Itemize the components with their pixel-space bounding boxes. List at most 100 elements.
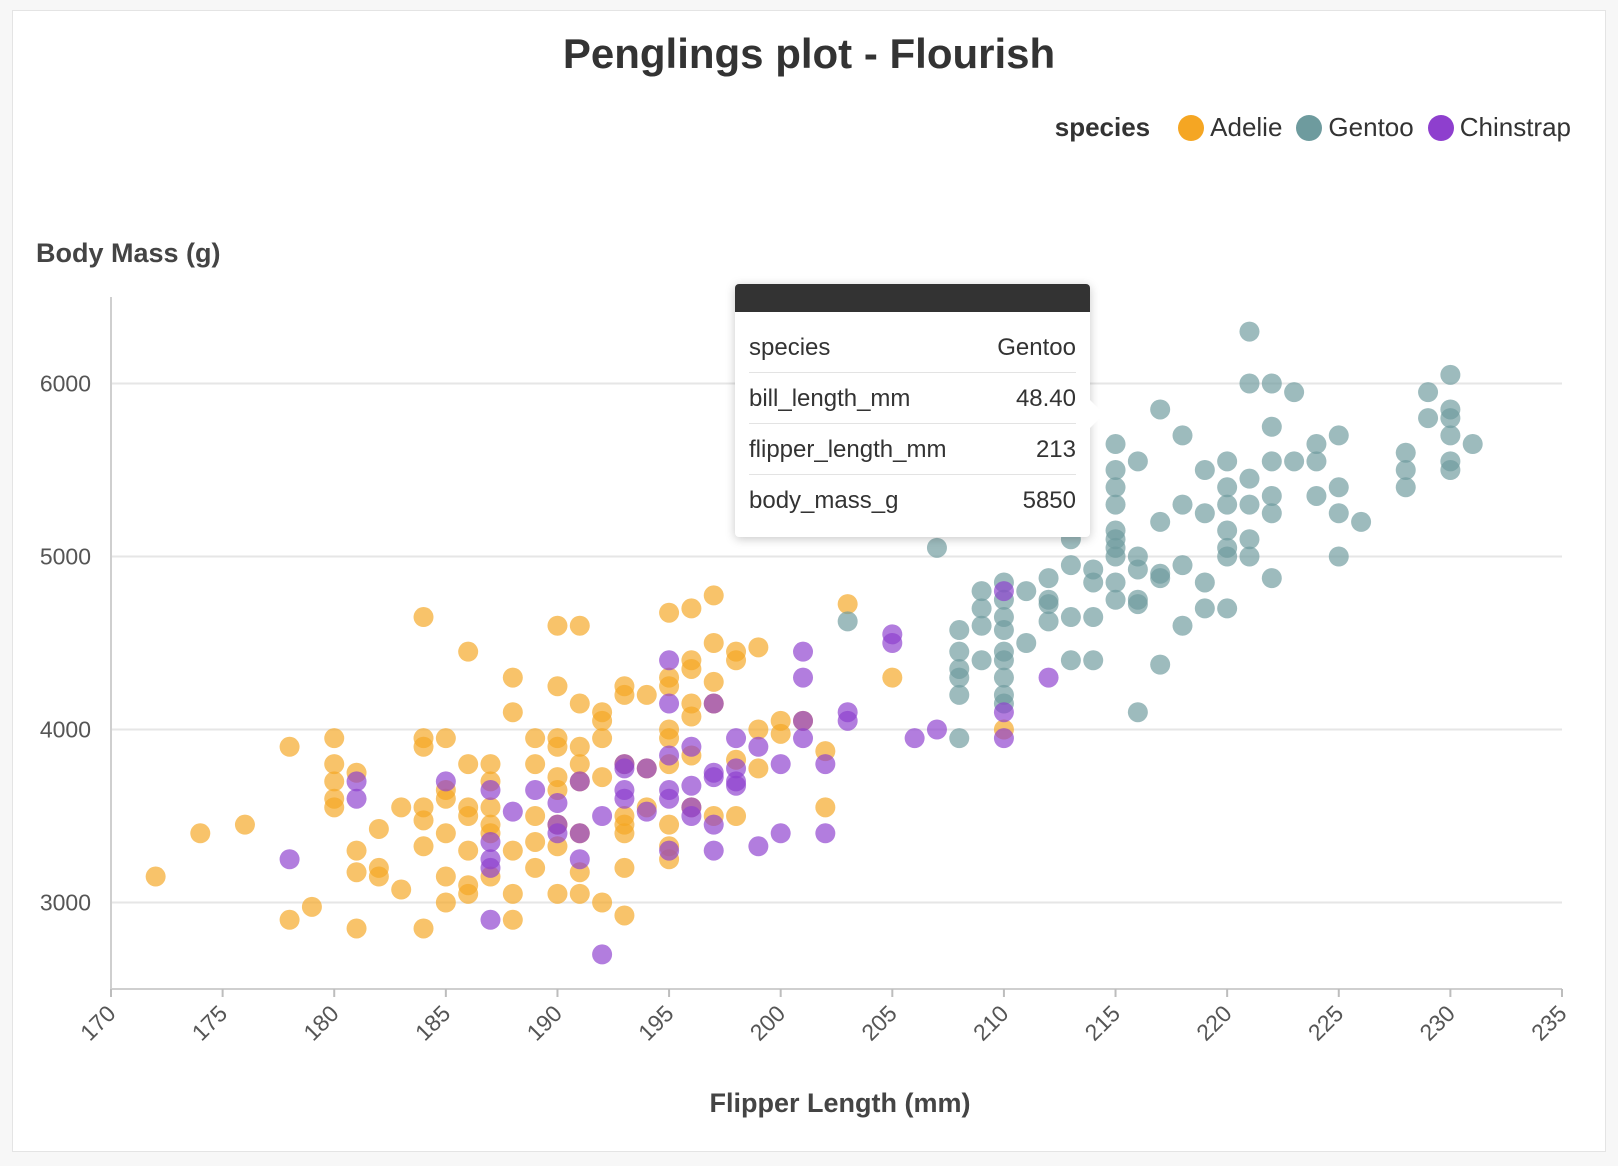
data-point-chinstrap[interactable]	[659, 693, 680, 714]
data-point-gentoo[interactable]	[1217, 451, 1238, 472]
data-point-gentoo[interactable]	[1038, 594, 1059, 615]
data-point-gentoo[interactable]	[1194, 572, 1215, 593]
data-point-adelie[interactable]	[614, 857, 635, 878]
data-point-gentoo[interactable]	[1239, 468, 1260, 489]
data-point-gentoo[interactable]	[1395, 442, 1416, 463]
data-point-gentoo[interactable]	[1351, 511, 1372, 532]
data-point-chinstrap[interactable]	[569, 849, 590, 870]
data-point-gentoo[interactable]	[1328, 477, 1349, 498]
data-point-gentoo[interactable]	[1194, 598, 1215, 619]
data-point-adelie[interactable]	[145, 866, 166, 887]
data-point-gentoo[interactable]	[1172, 555, 1193, 576]
data-point-gentoo[interactable]	[1016, 581, 1037, 602]
data-point-gentoo[interactable]	[1284, 382, 1305, 403]
data-point-chinstrap[interactable]	[793, 710, 814, 731]
data-point-gentoo[interactable]	[1127, 594, 1148, 615]
data-point-adelie[interactable]	[592, 710, 613, 731]
data-point-adelie[interactable]	[726, 650, 747, 671]
data-point-adelie[interactable]	[413, 607, 434, 628]
data-point-chinstrap[interactable]	[993, 581, 1014, 602]
data-point-gentoo[interactable]	[971, 598, 992, 619]
data-point-adelie[interactable]	[413, 810, 434, 831]
data-point-adelie[interactable]	[301, 896, 322, 917]
data-point-chinstrap[interactable]	[480, 780, 501, 801]
data-point-gentoo[interactable]	[1172, 425, 1193, 446]
data-point-chinstrap[interactable]	[480, 831, 501, 852]
data-point-adelie[interactable]	[346, 840, 367, 861]
data-point-gentoo[interactable]	[1261, 416, 1282, 437]
data-point-gentoo[interactable]	[1261, 485, 1282, 506]
data-point-gentoo[interactable]	[1284, 451, 1305, 472]
data-point-adelie[interactable]	[458, 806, 479, 826]
data-point-adelie[interactable]	[681, 598, 702, 619]
data-point-gentoo[interactable]	[1038, 611, 1059, 632]
data-point-adelie[interactable]	[547, 736, 568, 757]
data-point-adelie[interactable]	[681, 658, 702, 679]
data-point-gentoo[interactable]	[1239, 529, 1260, 550]
data-point-adelie[interactable]	[659, 676, 680, 697]
data-point-gentoo[interactable]	[949, 684, 970, 705]
data-point-chinstrap[interactable]	[659, 650, 680, 671]
data-point-chinstrap[interactable]	[569, 823, 590, 844]
data-point-gentoo[interactable]	[1172, 494, 1193, 515]
data-point-gentoo[interactable]	[1105, 572, 1126, 593]
data-point-gentoo[interactable]	[1418, 408, 1439, 429]
data-point-gentoo[interactable]	[993, 620, 1014, 641]
data-point-chinstrap[interactable]	[502, 801, 523, 822]
data-point-adelie[interactable]	[703, 585, 724, 606]
data-point-chinstrap[interactable]	[435, 771, 456, 792]
data-point-gentoo[interactable]	[993, 667, 1014, 688]
data-point-adelie[interactable]	[458, 840, 479, 861]
data-point-adelie[interactable]	[592, 892, 613, 913]
data-point-adelie[interactable]	[525, 728, 546, 749]
data-point-gentoo[interactable]	[1261, 503, 1282, 524]
data-point-adelie[interactable]	[346, 862, 367, 883]
data-point-chinstrap[interactable]	[480, 857, 501, 878]
data-point-adelie[interactable]	[190, 823, 211, 844]
legend-item-adelie[interactable]: Adelie	[1178, 112, 1282, 143]
data-point-adelie[interactable]	[279, 736, 300, 757]
data-point-adelie[interactable]	[525, 806, 546, 826]
data-point-chinstrap[interactable]	[793, 728, 814, 749]
data-point-gentoo[interactable]	[1105, 546, 1126, 567]
data-point-gentoo[interactable]	[1217, 546, 1238, 567]
data-point-adelie[interactable]	[569, 736, 590, 757]
data-point-gentoo[interactable]	[971, 650, 992, 671]
data-point-adelie[interactable]	[569, 883, 590, 904]
data-point-gentoo[interactable]	[1239, 546, 1260, 567]
data-point-gentoo[interactable]	[837, 611, 858, 632]
data-point-gentoo[interactable]	[1328, 503, 1349, 524]
data-point-adelie[interactable]	[681, 706, 702, 727]
data-point-chinstrap[interactable]	[525, 780, 546, 801]
data-point-adelie[interactable]	[324, 728, 345, 749]
data-point-adelie[interactable]	[525, 857, 546, 878]
data-point-adelie[interactable]	[569, 693, 590, 714]
data-point-adelie[interactable]	[525, 831, 546, 852]
data-point-chinstrap[interactable]	[748, 736, 769, 757]
data-point-chinstrap[interactable]	[926, 719, 947, 740]
data-point-gentoo[interactable]	[1194, 460, 1215, 480]
data-point-adelie[interactable]	[703, 671, 724, 692]
data-point-chinstrap[interactable]	[681, 775, 702, 796]
data-point-adelie[interactable]	[458, 754, 479, 775]
data-point-adelie[interactable]	[592, 728, 613, 749]
data-point-chinstrap[interactable]	[614, 788, 635, 809]
data-point-gentoo[interactable]	[1016, 633, 1037, 653]
data-point-adelie[interactable]	[614, 905, 635, 926]
data-point-gentoo[interactable]	[1083, 607, 1104, 628]
data-point-chinstrap[interactable]	[770, 754, 791, 775]
data-point-adelie[interactable]	[480, 797, 501, 818]
data-point-adelie[interactable]	[748, 758, 769, 779]
data-point-gentoo[interactable]	[1261, 373, 1282, 394]
data-point-adelie[interactable]	[703, 633, 724, 653]
data-point-chinstrap[interactable]	[815, 823, 836, 844]
data-point-adelie[interactable]	[458, 641, 479, 662]
data-point-adelie[interactable]	[435, 788, 456, 809]
data-point-gentoo[interactable]	[1217, 477, 1238, 498]
data-point-adelie[interactable]	[368, 866, 389, 887]
data-point-gentoo[interactable]	[1395, 460, 1416, 480]
data-point-chinstrap[interactable]	[279, 849, 300, 870]
data-point-gentoo[interactable]	[971, 581, 992, 602]
data-point-chinstrap[interactable]	[636, 801, 657, 822]
data-point-adelie[interactable]	[502, 840, 523, 861]
